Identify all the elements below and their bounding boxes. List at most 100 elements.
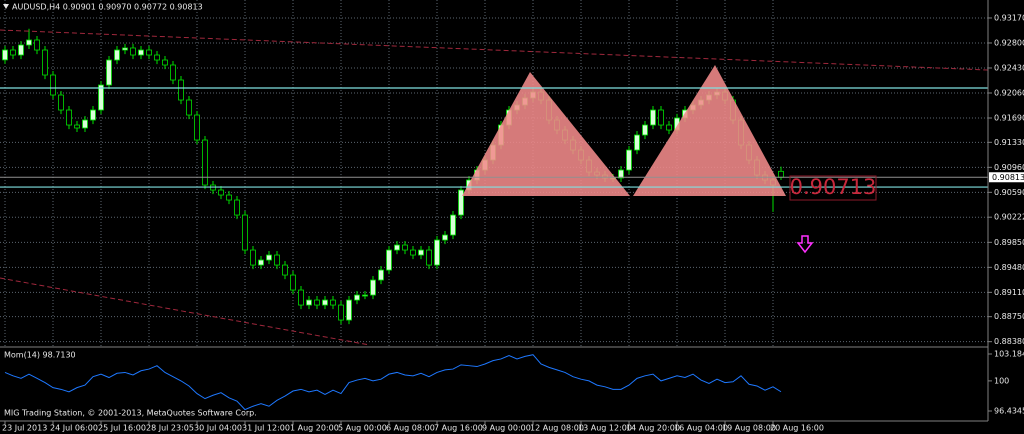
x-tick-label: 20 Aug 16:00 — [770, 424, 824, 433]
y-tick-label: 0.89480 — [994, 263, 1024, 272]
y-tick-label: 0.90590 — [994, 188, 1024, 197]
candle-body — [34, 39, 40, 51]
candle-body — [162, 59, 168, 66]
x-tick-label: 31 Jul 12:00 — [242, 424, 290, 433]
candle-body — [458, 189, 464, 216]
candle-body — [642, 124, 648, 136]
candle-body — [410, 249, 416, 256]
candle-body — [450, 214, 456, 236]
y-tick-label: 0.90960 — [994, 163, 1024, 172]
x-tick-label: 12 Aug 08:00 — [530, 424, 584, 433]
candle-body — [370, 279, 376, 296]
candle-body — [402, 244, 408, 251]
candle-body — [154, 54, 160, 61]
candle-body — [178, 79, 184, 101]
candle-body — [354, 294, 360, 301]
candle-body — [186, 99, 192, 116]
trendline — [0, 29, 989, 71]
pattern-triangle — [633, 65, 786, 196]
x-tick-label: 1 Aug 20:00 — [290, 424, 339, 433]
candle-body — [626, 149, 632, 171]
candle-body — [346, 299, 352, 321]
candle-body — [314, 299, 320, 306]
pattern-triangle — [462, 72, 630, 196]
price-annotation: 0.90713 — [790, 175, 877, 199]
candle-body — [202, 139, 208, 186]
candle-body — [74, 124, 80, 129]
candle-body — [442, 234, 448, 241]
candle-body — [90, 109, 96, 121]
candle-body — [82, 119, 88, 129]
y-tick-label: 0.91330 — [994, 138, 1024, 147]
candle-body — [98, 84, 104, 111]
y-tick-label: 0.88750 — [994, 312, 1024, 321]
annotation-box — [789, 175, 877, 201]
x-tick-label: 24 Jul 06:00 — [50, 424, 98, 433]
x-tick-label: 6 Aug 08:00 — [386, 424, 435, 433]
candle-body — [2, 49, 8, 61]
y-tick-label: 0.90222 — [994, 213, 1024, 222]
x-tick-label: 13 Aug 12:00 — [578, 424, 632, 433]
candle-body — [26, 39, 32, 46]
symbol-menu[interactable] — [3, 4, 9, 9]
candle-body — [122, 47, 128, 51]
x-tick-label: 25 Jul 16:00 — [98, 424, 146, 433]
candle-body — [234, 199, 240, 216]
candle-body — [10, 49, 16, 56]
candle-body — [146, 49, 152, 56]
x-tick-label: 19 Aug 08:00 — [722, 424, 776, 433]
candle-body — [418, 249, 424, 256]
current-price-label: 0.90813 — [992, 173, 1024, 182]
y-tick-label: 96.4345 — [994, 406, 1024, 415]
candle-body — [618, 169, 624, 179]
candle-body — [362, 294, 368, 297]
candle-body — [138, 49, 144, 56]
candle-body — [290, 274, 296, 291]
candle-body — [426, 249, 432, 266]
candle-body — [378, 269, 384, 281]
y-tick-label: 0.89850 — [994, 238, 1024, 247]
candle-body — [274, 254, 280, 266]
indicator-title: Mom(14) 98.7130 — [4, 351, 76, 360]
x-tick-label: 30 Jul 04:00 — [194, 424, 242, 433]
candle-body — [250, 249, 256, 266]
candle-body — [666, 124, 672, 131]
candle-body — [50, 74, 56, 96]
candle-body — [266, 254, 272, 261]
y-tick-label: 0.92060 — [994, 88, 1024, 97]
candle-body — [130, 47, 136, 56]
candle-body — [322, 299, 328, 306]
candle-body — [242, 214, 248, 251]
x-tick-label: 9 Aug 00:00 — [482, 424, 531, 433]
overlay: 0.90813 0.90713 — [0, 29, 1024, 411]
y-tick-label: 0.88380 — [994, 337, 1024, 346]
candle-body — [658, 109, 664, 126]
x-tick-label: 7 Aug 16:00 — [434, 424, 483, 433]
candle-body — [194, 114, 200, 141]
candle-body — [282, 264, 288, 276]
x-tick-label: 23 Jul 2013 — [2, 424, 47, 433]
x-tick-label: 5 Aug 00:00 — [338, 424, 387, 433]
candle-body — [106, 59, 112, 86]
candle-body — [218, 189, 224, 196]
current-price-box — [989, 172, 1024, 183]
candle-body — [778, 170, 784, 178]
y-tick-label: 0.92430 — [994, 63, 1024, 72]
candle-body — [338, 304, 344, 321]
y-tick-label: 0.91690 — [994, 113, 1024, 122]
x-tick-label: 14 Aug 20:00 — [626, 424, 680, 433]
momentum-line — [4, 354, 782, 411]
y-tick-label: 0.93170 — [994, 13, 1024, 22]
candle-body — [394, 244, 400, 251]
y-tick-label: 103.1848 — [994, 350, 1024, 359]
candle-body — [434, 239, 440, 266]
candle-body — [650, 109, 656, 126]
candle-body — [170, 64, 176, 81]
chart-header: AUDUSD,H4 0.90901 0.90970 0.90772 0.9081… — [12, 3, 203, 12]
candle-body — [114, 49, 120, 61]
candle-body — [18, 44, 24, 56]
candle-body — [258, 259, 264, 266]
candle-body — [66, 109, 72, 126]
candle-body — [306, 299, 312, 306]
